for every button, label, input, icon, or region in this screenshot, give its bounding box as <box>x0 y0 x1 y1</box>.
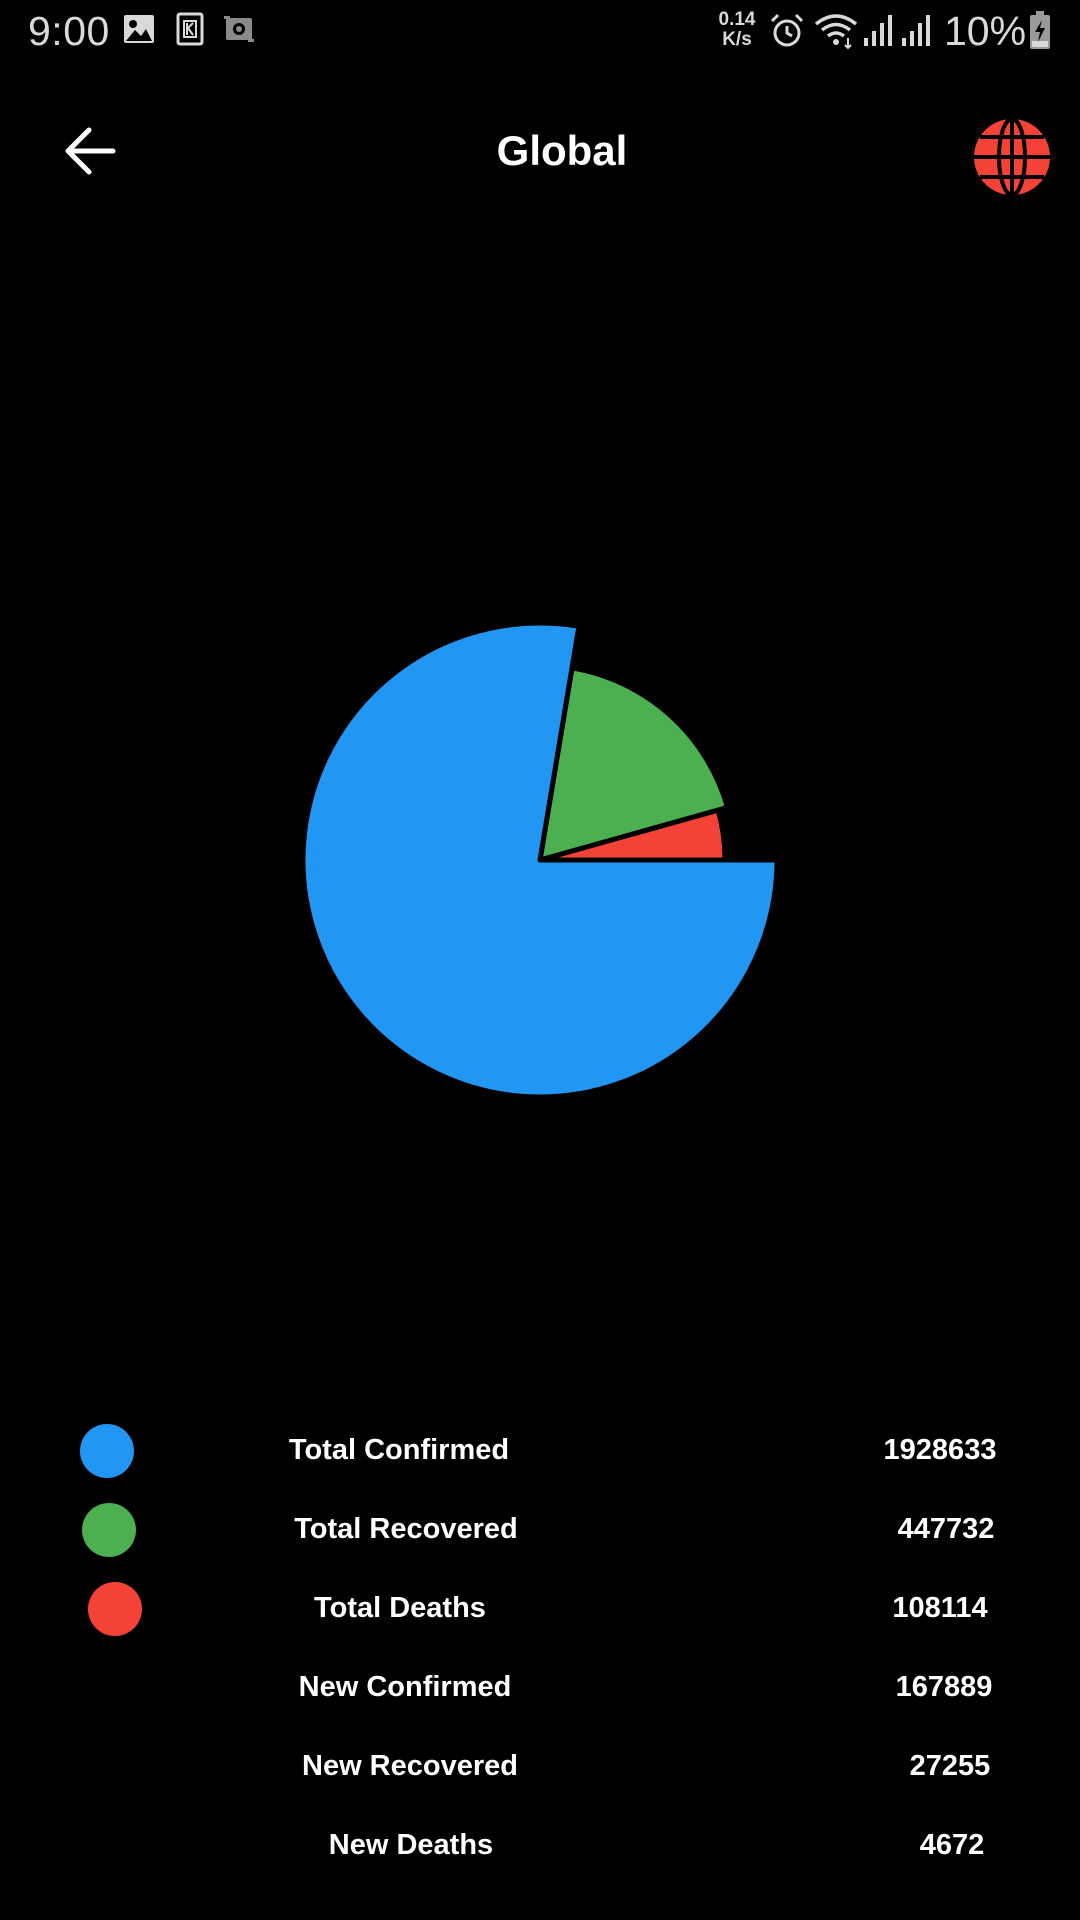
legend-dot-total-recovered <box>82 1503 136 1557</box>
stat-label-total-confirmed: Total Confirmed <box>288 1434 510 1466</box>
battery-charging-icon <box>1030 11 1050 49</box>
stat-value-total-recovered: 447732 <box>897 1513 995 1545</box>
stat-row-total-recovered: Total Recovered 447732 <box>0 1491 1080 1570</box>
pie-chart <box>300 620 780 1100</box>
stat-value-total-confirmed: 1928633 <box>883 1434 997 1466</box>
globe-icon[interactable] <box>972 117 1052 197</box>
page-title: Global <box>496 127 628 174</box>
stat-value-new-recovered: 27255 <box>909 1750 991 1782</box>
stat-value-new-confirmed: 167889 <box>895 1671 993 1703</box>
status-bar: 9:00 0.14 K/s <box>0 0 1080 62</box>
legend-dot-total-deaths <box>88 1582 142 1636</box>
stat-row-new-deaths: New Deaths 4672 <box>0 1807 1080 1886</box>
stat-value-new-deaths: 4672 <box>919 1829 985 1861</box>
stat-label-new-confirmed: New Confirmed <box>298 1671 512 1703</box>
screenshot-icon <box>224 16 254 42</box>
wifi-icon <box>814 14 858 50</box>
pie-slice-total-recovered <box>537 665 730 863</box>
stat-label-new-recovered: New Recovered <box>302 1750 518 1782</box>
stat-row-new-recovered: New Recovered 27255 <box>0 1728 1080 1807</box>
status-time: 9:00 <box>28 8 110 54</box>
net-speed-value: 0.14 <box>718 9 756 30</box>
signal-icon <box>902 15 930 46</box>
stat-label-total-deaths: Total Deaths <box>314 1592 486 1624</box>
signal-icon <box>864 15 892 46</box>
net-speed: 0.14 K/s <box>712 10 762 50</box>
stat-label-new-deaths: New Deaths <box>328 1829 494 1861</box>
k-app-icon <box>176 12 204 46</box>
stat-row-total-confirmed: Total Confirmed 1928633 <box>0 1412 1080 1491</box>
alarm-icon <box>770 13 804 47</box>
legend-dot-total-confirmed <box>80 1424 134 1478</box>
back-arrow-icon[interactable] <box>55 120 125 182</box>
app-header: Global <box>0 90 1080 210</box>
stat-row-new-confirmed: New Confirmed 167889 <box>0 1649 1080 1728</box>
gallery-icon <box>124 15 154 43</box>
stat-row-total-deaths: Total Deaths 108114 <box>0 1570 1080 1649</box>
stat-value-total-deaths: 108114 <box>892 1592 988 1624</box>
battery-percentage: 10% <box>944 8 1027 54</box>
stat-label-total-recovered: Total Recovered <box>294 1513 518 1545</box>
pie-slice-total-confirmed <box>300 620 780 1100</box>
net-speed-unit: K/s <box>722 29 752 50</box>
